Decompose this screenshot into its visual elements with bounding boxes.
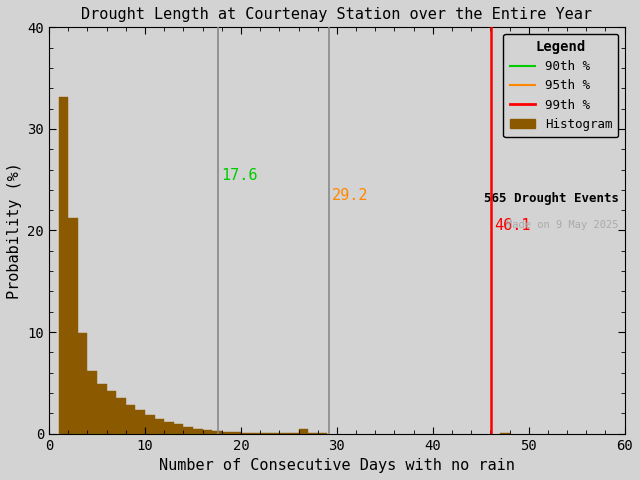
Bar <box>193 429 203 433</box>
Bar <box>174 424 184 433</box>
Text: 46.1: 46.1 <box>494 218 531 233</box>
Bar <box>298 429 308 433</box>
Text: 565 Drought Events: 565 Drought Events <box>484 192 619 205</box>
Bar <box>164 422 174 433</box>
Bar <box>232 432 241 433</box>
Bar <box>500 432 509 433</box>
Legend: 90th %, 95th %, 99th %, Histogram: 90th %, 95th %, 99th %, Histogram <box>504 34 618 137</box>
Bar <box>222 432 232 433</box>
Bar <box>145 415 155 433</box>
Text: 29.2: 29.2 <box>332 188 369 203</box>
X-axis label: Number of Consecutive Days with no rain: Number of Consecutive Days with no rain <box>159 458 515 473</box>
Bar <box>184 427 193 433</box>
Bar <box>78 333 88 433</box>
Bar <box>155 420 164 433</box>
Bar <box>136 410 145 433</box>
Bar <box>251 432 260 433</box>
Bar <box>68 218 78 433</box>
Text: Made on 9 May 2025: Made on 9 May 2025 <box>506 220 619 230</box>
Y-axis label: Probability (%): Probability (%) <box>7 162 22 299</box>
Bar <box>212 431 222 433</box>
Bar <box>97 384 107 433</box>
Title: Drought Length at Courtenay Station over the Entire Year: Drought Length at Courtenay Station over… <box>81 7 593 22</box>
Bar <box>116 398 126 433</box>
Bar <box>59 97 68 433</box>
Bar <box>241 432 251 433</box>
Bar <box>107 391 116 433</box>
Bar <box>88 371 97 433</box>
Bar <box>203 430 212 433</box>
Bar <box>126 405 136 433</box>
Text: 17.6: 17.6 <box>221 168 257 183</box>
